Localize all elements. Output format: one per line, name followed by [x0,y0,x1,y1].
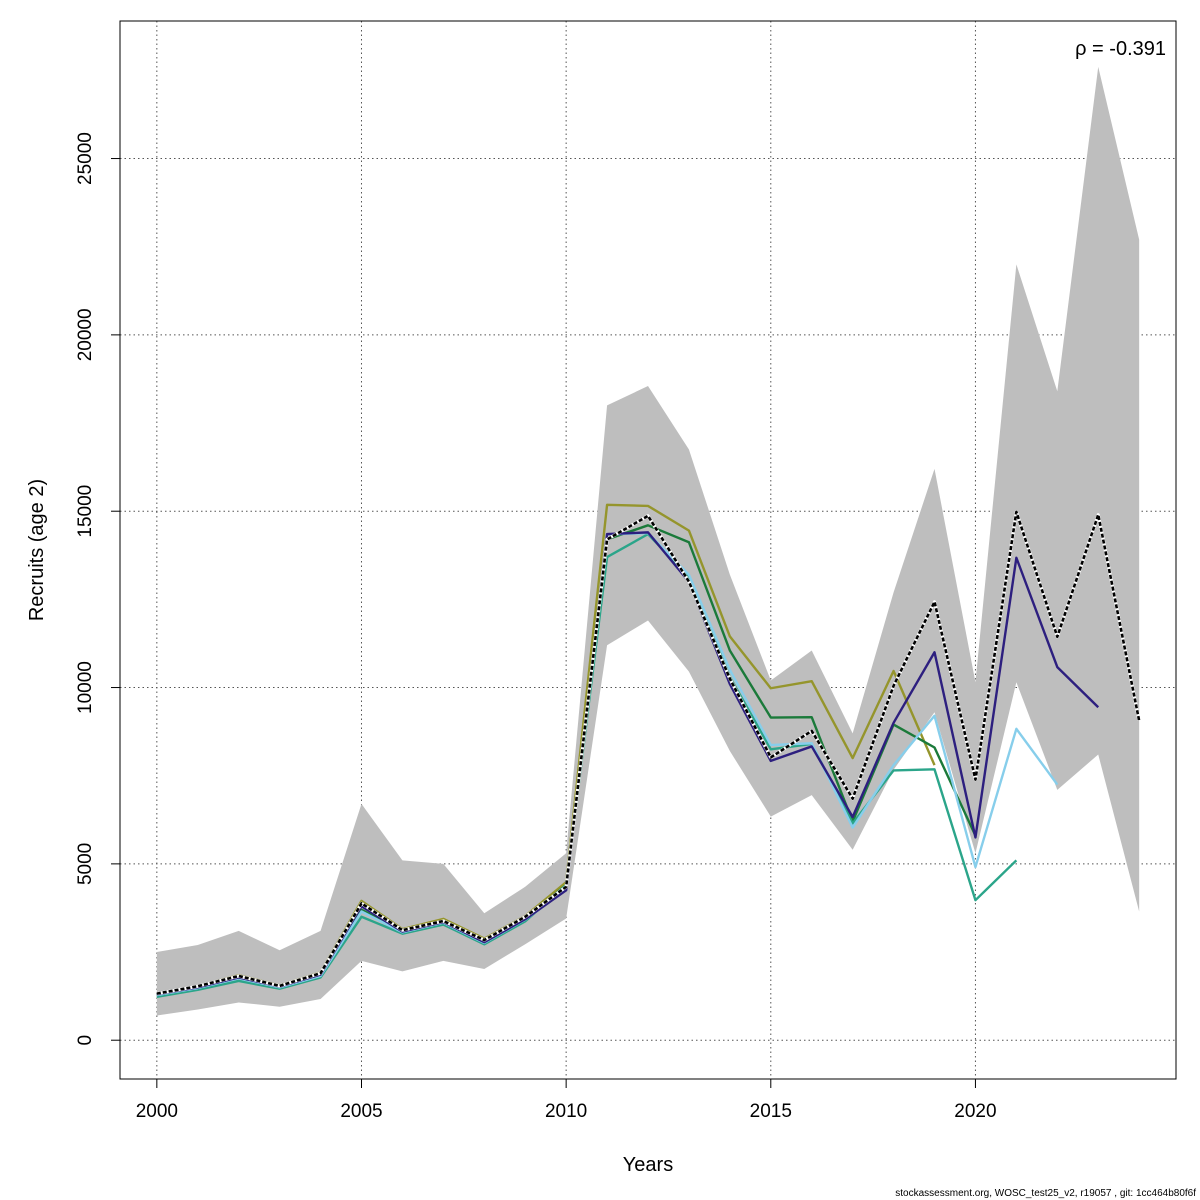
x-axis-title: Years [623,1154,673,1176]
x-tick-label: 2000 [136,1101,178,1122]
y-tick-label: 15000 [75,485,96,538]
x-tick-label: 2010 [545,1101,587,1122]
band-area [156,66,1140,1016]
footer-credit: stockassessment.org, WOSC_test25_v2, r19… [895,1188,1196,1199]
x-tick-label: 2020 [954,1101,996,1122]
series-lines [156,503,1141,999]
y-tick-label: 25000 [75,132,96,185]
x-tick-label: 2005 [340,1101,382,1122]
rho-annotation: ρ = -0.391 [1075,38,1166,60]
y-tick-label: 5000 [75,843,96,885]
y-axis: 0 5000 10000 15000 20000 25000 [75,132,121,1046]
y-tick-label: 20000 [75,308,96,361]
y-tick-label: 10000 [75,661,96,714]
y-tick-label: 0 [75,1035,96,1046]
x-tick-label: 2015 [750,1101,792,1122]
x-axis: 2000 2005 2010 2015 2020 [136,1078,997,1122]
series-line-base [156,510,1141,995]
y-axis-title: Recruits (age 2) [26,479,48,621]
confidence-band [156,66,1140,1016]
